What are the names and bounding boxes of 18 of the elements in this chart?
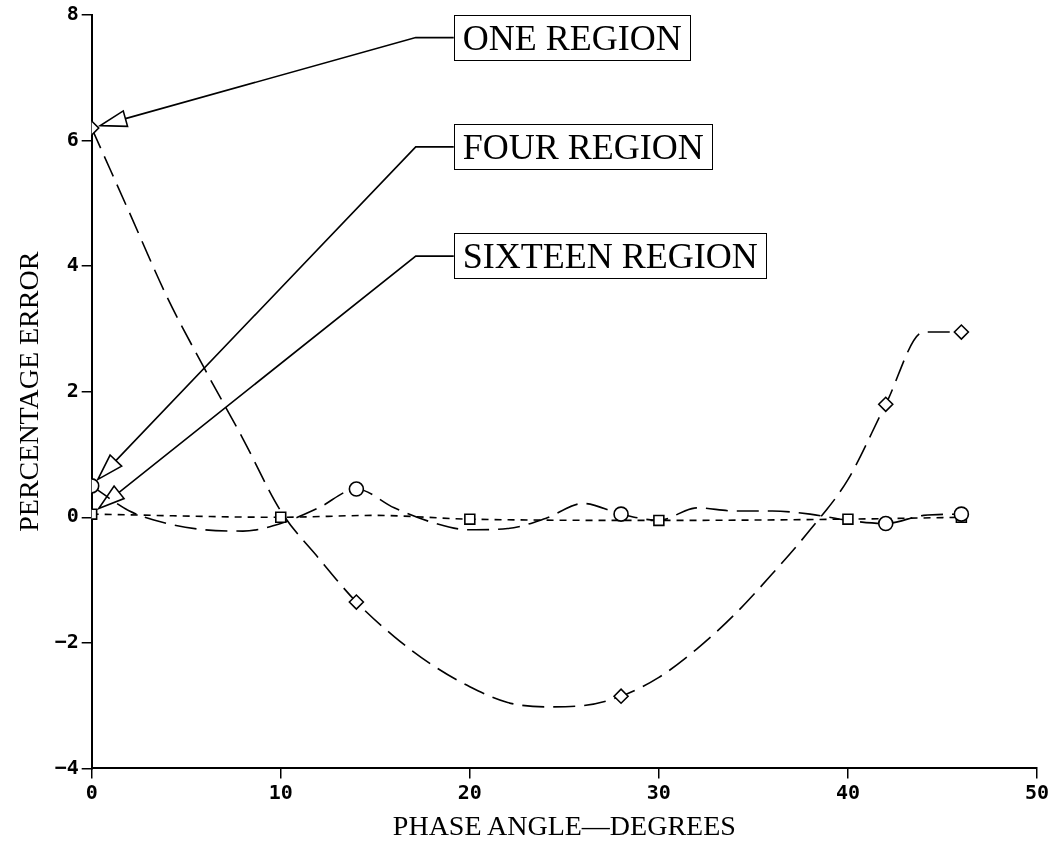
y-tick-label: 6: [66, 126, 79, 151]
y-tick-label: 8: [66, 1, 79, 26]
annotation: ONE REGION: [453, 14, 691, 61]
x-tick-label: 0: [85, 779, 98, 804]
x-axis-title: PHASE ANGLE—DEGREES: [392, 809, 736, 841]
y-tick-label: −2: [54, 629, 79, 654]
x-tick-label: 20: [457, 779, 482, 804]
x-tick-label: 10: [268, 779, 293, 804]
annotation: SIXTEEN REGION: [453, 233, 767, 280]
annotation: FOUR REGION: [453, 123, 713, 170]
x-tick-label: 30: [646, 779, 671, 804]
x-tick-label: 40: [835, 779, 860, 804]
x-tick-label: 50: [1024, 779, 1050, 804]
y-tick-label: 4: [66, 252, 79, 277]
y-tick-label: 2: [66, 377, 79, 402]
y-tick-label: 0: [66, 503, 79, 528]
y-tick-label: −4: [54, 754, 79, 779]
y-axis-title: PERCENTAGE ERROR: [13, 251, 45, 532]
